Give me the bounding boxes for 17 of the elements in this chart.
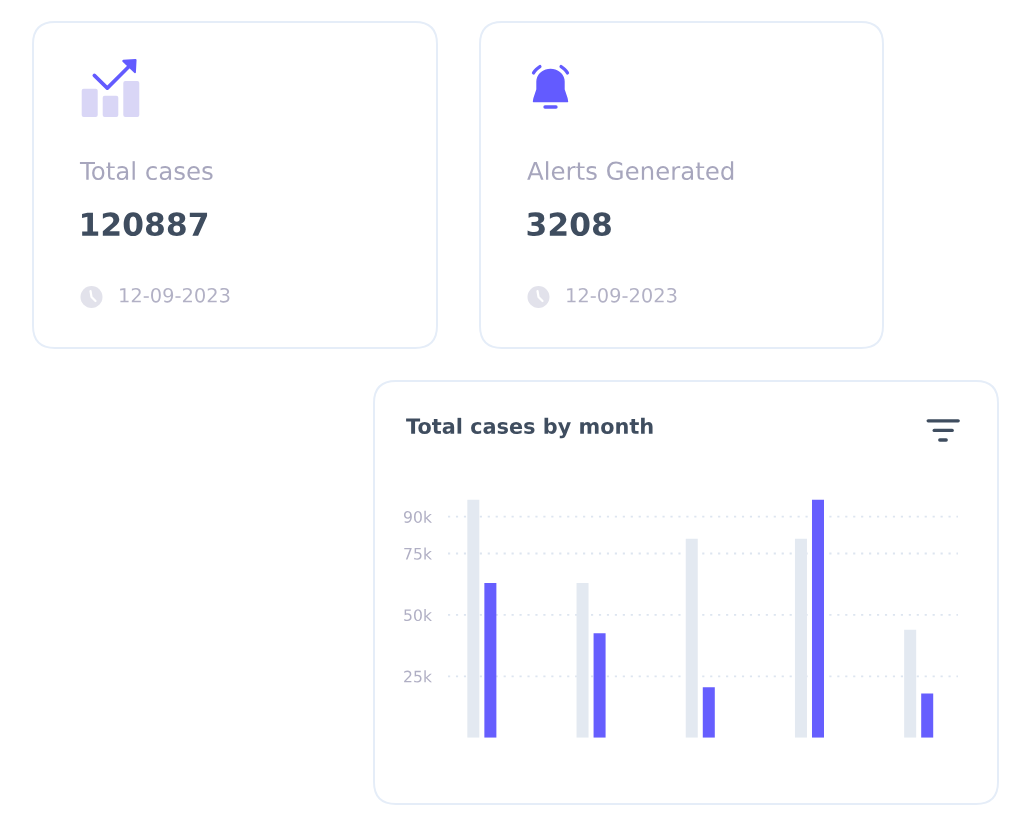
bar (702, 687, 715, 738)
text: 3208 (527, 212, 611, 237)
bar (921, 693, 934, 738)
bar (811, 499, 824, 738)
y-tick-label: 25k (404, 670, 432, 683)
bar (484, 582, 497, 738)
text: 120887 (82, 212, 208, 237)
text: 12-09-2023 (567, 287, 677, 303)
bar (593, 633, 606, 738)
y-tick-label: 75k (404, 547, 432, 560)
text: 12-09-2023 (120, 287, 230, 303)
text: Total cases (79, 161, 213, 181)
bar (685, 538, 698, 738)
text: Alerts Generated (527, 161, 734, 181)
chart-title: Total cases by month (406, 417, 653, 439)
y-tick-label: 90k (403, 510, 432, 523)
y-tick-label: 50k (404, 608, 432, 622)
